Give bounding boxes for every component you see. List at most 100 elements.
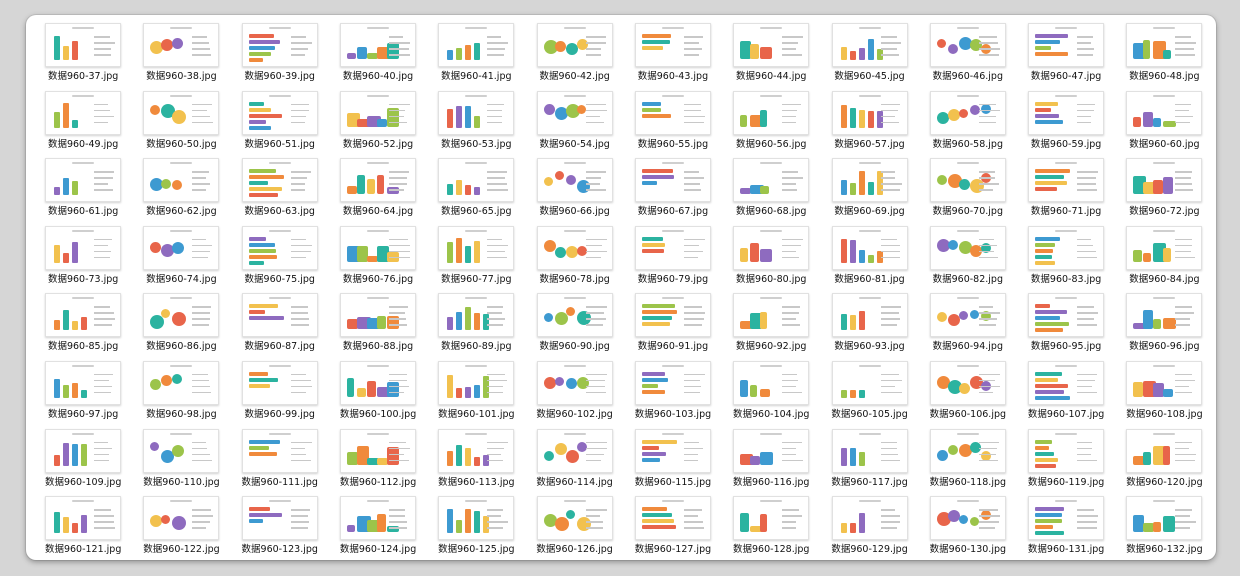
file-thumbnail[interactable] xyxy=(438,428,515,473)
file-thumbnail[interactable] xyxy=(929,360,1006,405)
file-item[interactable]: 数据960-77.jpg xyxy=(427,224,525,292)
file-item[interactable]: 数据960-81.jpg xyxy=(820,224,918,292)
file-thumbnail[interactable] xyxy=(831,23,908,67)
file-item[interactable]: 数据960-94.jpg xyxy=(919,291,1017,359)
file-thumbnail[interactable] xyxy=(1126,496,1203,541)
file-item[interactable]: 数据960-105.jpg xyxy=(820,359,918,427)
file-thumbnail[interactable] xyxy=(340,496,417,541)
file-thumbnail[interactable] xyxy=(634,360,711,405)
file-thumbnail[interactable] xyxy=(45,23,122,67)
file-thumbnail[interactable] xyxy=(733,428,810,473)
file-thumbnail[interactable] xyxy=(1028,293,1105,338)
file-thumbnail[interactable] xyxy=(929,23,1006,67)
file-item[interactable]: 数据960-84.jpg xyxy=(1115,224,1213,292)
file-thumbnail[interactable] xyxy=(536,293,613,338)
file-item[interactable]: 数据960-112.jpg xyxy=(329,427,427,495)
file-thumbnail[interactable] xyxy=(45,360,122,405)
file-item[interactable]: 数据960-76.jpg xyxy=(329,224,427,292)
file-item[interactable]: 数据960-107.jpg xyxy=(1017,359,1115,427)
file-item[interactable]: 数据960-67.jpg xyxy=(624,156,722,224)
file-thumbnail[interactable] xyxy=(929,496,1006,541)
file-thumbnail[interactable] xyxy=(831,158,908,203)
file-thumbnail[interactable] xyxy=(340,90,417,135)
file-item[interactable]: 数据960-72.jpg xyxy=(1115,156,1213,224)
file-thumbnail[interactable] xyxy=(143,158,220,203)
file-item[interactable]: 数据960-57.jpg xyxy=(820,89,918,157)
file-item[interactable]: 数据960-75.jpg xyxy=(231,224,329,292)
file-thumbnail[interactable] xyxy=(733,360,810,405)
file-item[interactable]: 数据960-113.jpg xyxy=(427,427,525,495)
file-thumbnail[interactable] xyxy=(438,225,515,270)
file-item[interactable]: 数据960-104.jpg xyxy=(722,359,820,427)
file-thumbnail[interactable] xyxy=(929,225,1006,270)
file-item[interactable]: 数据960-64.jpg xyxy=(329,156,427,224)
file-item[interactable]: 数据960-78.jpg xyxy=(525,224,623,292)
file-thumbnail[interactable] xyxy=(733,23,810,67)
file-item[interactable]: 数据960-86.jpg xyxy=(132,291,230,359)
file-thumbnail[interactable] xyxy=(143,360,220,405)
file-item[interactable]: 数据960-49.jpg xyxy=(34,89,132,157)
file-item[interactable]: 数据960-40.jpg xyxy=(329,21,427,89)
file-item[interactable]: 数据960-56.jpg xyxy=(722,89,820,157)
file-thumbnail[interactable] xyxy=(634,428,711,473)
file-item[interactable]: 数据960-51.jpg xyxy=(231,89,329,157)
file-thumbnail[interactable] xyxy=(1028,428,1105,473)
file-thumbnail[interactable] xyxy=(929,158,1006,203)
file-item[interactable]: 数据960-43.jpg xyxy=(624,21,722,89)
file-item[interactable]: 数据960-106.jpg xyxy=(919,359,1017,427)
file-item[interactable]: 数据960-110.jpg xyxy=(132,427,230,495)
file-item[interactable]: 数据960-127.jpg xyxy=(624,494,722,560)
file-item[interactable]: 数据960-97.jpg xyxy=(34,359,132,427)
file-thumbnail[interactable] xyxy=(1126,90,1203,135)
file-thumbnail[interactable] xyxy=(143,428,220,473)
file-item[interactable]: 数据960-117.jpg xyxy=(820,427,918,495)
file-item[interactable]: 数据960-41.jpg xyxy=(427,21,525,89)
file-item[interactable]: 数据960-109.jpg xyxy=(34,427,132,495)
file-thumbnail[interactable] xyxy=(1028,158,1105,203)
file-item[interactable]: 数据960-68.jpg xyxy=(722,156,820,224)
file-item[interactable]: 数据960-101.jpg xyxy=(427,359,525,427)
file-item[interactable]: 数据960-70.jpg xyxy=(919,156,1017,224)
file-item[interactable]: 数据960-53.jpg xyxy=(427,89,525,157)
file-item[interactable]: 数据960-122.jpg xyxy=(132,494,230,560)
file-thumbnail[interactable] xyxy=(1028,496,1105,541)
file-thumbnail[interactable] xyxy=(143,225,220,270)
file-item[interactable]: 数据960-87.jpg xyxy=(231,291,329,359)
file-item[interactable]: 数据960-126.jpg xyxy=(525,494,623,560)
file-thumbnail[interactable] xyxy=(45,496,122,541)
file-item[interactable]: 数据960-99.jpg xyxy=(231,359,329,427)
file-item[interactable]: 数据960-69.jpg xyxy=(820,156,918,224)
file-thumbnail[interactable] xyxy=(340,360,417,405)
file-thumbnail[interactable] xyxy=(536,158,613,203)
file-thumbnail[interactable] xyxy=(831,293,908,338)
file-thumbnail[interactable] xyxy=(733,293,810,338)
file-thumbnail[interactable] xyxy=(1028,90,1105,135)
file-item[interactable]: 数据960-115.jpg xyxy=(624,427,722,495)
file-item[interactable]: 数据960-123.jpg xyxy=(231,494,329,560)
file-item[interactable]: 数据960-103.jpg xyxy=(624,359,722,427)
file-item[interactable]: 数据960-61.jpg xyxy=(34,156,132,224)
file-item[interactable]: 数据960-58.jpg xyxy=(919,89,1017,157)
file-thumbnail[interactable] xyxy=(143,293,220,338)
file-thumbnail[interactable] xyxy=(831,360,908,405)
file-item[interactable]: 数据960-91.jpg xyxy=(624,291,722,359)
file-thumbnail[interactable] xyxy=(733,496,810,541)
file-thumbnail[interactable] xyxy=(536,225,613,270)
file-thumbnail[interactable] xyxy=(634,23,711,67)
file-item[interactable]: 数据960-108.jpg xyxy=(1115,359,1213,427)
file-thumbnail[interactable] xyxy=(536,428,613,473)
file-thumbnail[interactable] xyxy=(1126,360,1203,405)
file-item[interactable]: 数据960-50.jpg xyxy=(132,89,230,157)
file-thumbnail[interactable] xyxy=(241,90,318,135)
file-thumbnail[interactable] xyxy=(536,496,613,541)
file-item[interactable]: 数据960-95.jpg xyxy=(1017,291,1115,359)
file-thumbnail[interactable] xyxy=(733,90,810,135)
file-item[interactable]: 数据960-125.jpg xyxy=(427,494,525,560)
file-item[interactable]: 数据960-98.jpg xyxy=(132,359,230,427)
file-thumbnail[interactable] xyxy=(143,90,220,135)
file-item[interactable]: 数据960-37.jpg xyxy=(34,21,132,89)
file-thumbnail[interactable] xyxy=(1126,23,1203,67)
file-item[interactable]: 数据960-93.jpg xyxy=(820,291,918,359)
file-item[interactable]: 数据960-66.jpg xyxy=(525,156,623,224)
file-item[interactable]: 数据960-38.jpg xyxy=(132,21,230,89)
